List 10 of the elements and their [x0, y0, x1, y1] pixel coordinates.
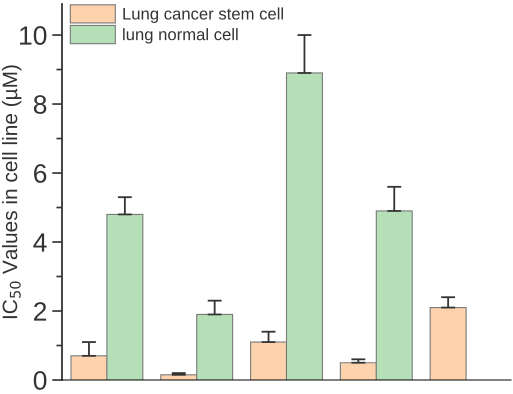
- legend-label: Lung cancer stem cell: [123, 7, 284, 23]
- y-tick-label: 6: [34, 164, 46, 183]
- y-axis-title: IC$_{50}$ Values in cell line (µM): [2, 65, 22, 318]
- y-tick-label: 0: [34, 371, 46, 390]
- legend-label: lung normal cell: [123, 28, 238, 44]
- y-tick-label: 4: [33, 233, 47, 252]
- y-tick-label: 8: [34, 95, 46, 114]
- y-tick-label: 10: [20, 26, 46, 45]
- y-tick-label: 2: [34, 302, 46, 321]
- bar: [430, 307, 467, 380]
